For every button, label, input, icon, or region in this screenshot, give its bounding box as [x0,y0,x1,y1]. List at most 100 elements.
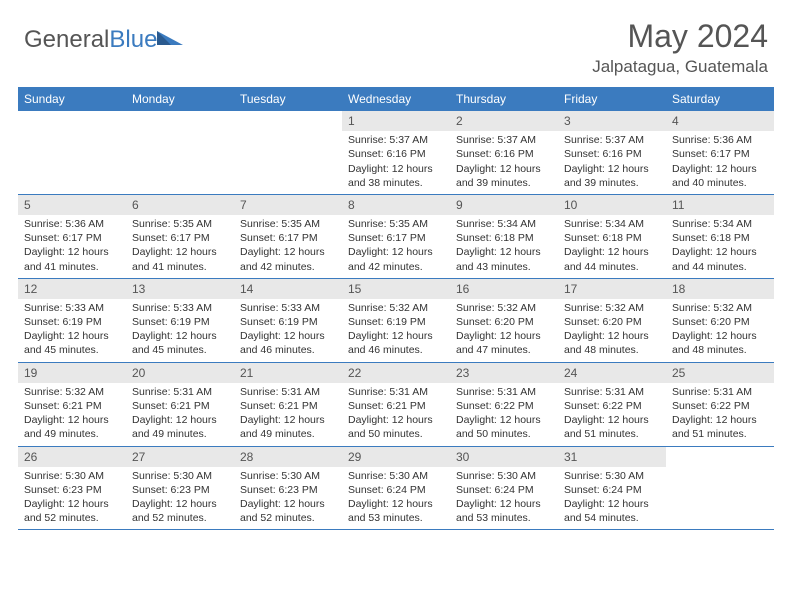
day-cell: 18Sunrise: 5:32 AMSunset: 6:20 PMDayligh… [666,279,774,362]
day-body: Sunrise: 5:37 AMSunset: 6:16 PMDaylight:… [558,131,666,194]
sunset-text: Sunset: 6:21 PM [348,399,446,413]
sunrise-text: Sunrise: 5:31 AM [564,385,662,399]
sunset-text: Sunset: 6:22 PM [564,399,662,413]
sunset-text: Sunset: 6:23 PM [240,483,338,497]
day-body: Sunrise: 5:37 AMSunset: 6:16 PMDaylight:… [450,131,558,194]
calendar: Sunday Monday Tuesday Wednesday Thursday… [18,87,774,530]
day-cell: 30Sunrise: 5:30 AMSunset: 6:24 PMDayligh… [450,447,558,530]
day-body: Sunrise: 5:32 AMSunset: 6:20 PMDaylight:… [450,299,558,362]
day-body: Sunrise: 5:31 AMSunset: 6:21 PMDaylight:… [234,383,342,446]
day-body: Sunrise: 5:30 AMSunset: 6:24 PMDaylight:… [450,467,558,530]
daylight-text: Daylight: 12 hours and 49 minutes. [24,413,122,441]
sunset-text: Sunset: 6:19 PM [24,315,122,329]
sunset-text: Sunset: 6:17 PM [240,231,338,245]
day-number: 1 [342,111,450,131]
day-body: Sunrise: 5:36 AMSunset: 6:17 PMDaylight:… [18,215,126,278]
day-cell: 22Sunrise: 5:31 AMSunset: 6:21 PMDayligh… [342,363,450,446]
weekday-header: Thursday [450,87,558,111]
sunrise-text: Sunrise: 5:31 AM [348,385,446,399]
sunset-text: Sunset: 6:24 PM [348,483,446,497]
daylight-text: Daylight: 12 hours and 41 minutes. [24,245,122,273]
daylight-text: Daylight: 12 hours and 44 minutes. [564,245,662,273]
sunset-text: Sunset: 6:18 PM [672,231,770,245]
weekday-header: Friday [558,87,666,111]
sunset-text: Sunset: 6:21 PM [132,399,230,413]
daylight-text: Daylight: 12 hours and 52 minutes. [24,497,122,525]
daylight-text: Daylight: 12 hours and 43 minutes. [456,245,554,273]
day-number: 5 [18,195,126,215]
day-body: Sunrise: 5:35 AMSunset: 6:17 PMDaylight:… [234,215,342,278]
week-row: 1Sunrise: 5:37 AMSunset: 6:16 PMDaylight… [18,111,774,195]
day-body: Sunrise: 5:37 AMSunset: 6:16 PMDaylight:… [342,131,450,194]
sunrise-text: Sunrise: 5:32 AM [456,301,554,315]
day-number: 22 [342,363,450,383]
daylight-text: Daylight: 12 hours and 54 minutes. [564,497,662,525]
sunset-text: Sunset: 6:20 PM [456,315,554,329]
day-number: 31 [558,447,666,467]
daylight-text: Daylight: 12 hours and 39 minutes. [564,162,662,190]
day-cell: 27Sunrise: 5:30 AMSunset: 6:23 PMDayligh… [126,447,234,530]
page-title: May 2024 [592,18,768,55]
sunset-text: Sunset: 6:20 PM [672,315,770,329]
sunrise-text: Sunrise: 5:31 AM [240,385,338,399]
sunrise-text: Sunrise: 5:32 AM [564,301,662,315]
sunset-text: Sunset: 6:17 PM [24,231,122,245]
day-body: Sunrise: 5:34 AMSunset: 6:18 PMDaylight:… [666,215,774,278]
sunset-text: Sunset: 6:20 PM [564,315,662,329]
day-number: 10 [558,195,666,215]
day-cell: 23Sunrise: 5:31 AMSunset: 6:22 PMDayligh… [450,363,558,446]
day-cell: 6Sunrise: 5:35 AMSunset: 6:17 PMDaylight… [126,195,234,278]
day-body: Sunrise: 5:30 AMSunset: 6:23 PMDaylight:… [126,467,234,530]
day-cell [18,111,126,194]
daylight-text: Daylight: 12 hours and 40 minutes. [672,162,770,190]
day-number: 25 [666,363,774,383]
day-body: Sunrise: 5:31 AMSunset: 6:22 PMDaylight:… [666,383,774,446]
sunrise-text: Sunrise: 5:37 AM [564,133,662,147]
logo-text-blue: Blue [109,26,157,53]
day-number: 19 [18,363,126,383]
sunrise-text: Sunrise: 5:30 AM [24,469,122,483]
weekday-header: Sunday [18,87,126,111]
sunrise-text: Sunrise: 5:33 AM [240,301,338,315]
sunset-text: Sunset: 6:16 PM [564,147,662,161]
day-body: Sunrise: 5:33 AMSunset: 6:19 PMDaylight:… [126,299,234,362]
weekday-header-row: Sunday Monday Tuesday Wednesday Thursday… [18,87,774,111]
day-number: 30 [450,447,558,467]
daylight-text: Daylight: 12 hours and 46 minutes. [348,329,446,357]
day-body: Sunrise: 5:31 AMSunset: 6:22 PMDaylight:… [450,383,558,446]
daylight-text: Daylight: 12 hours and 51 minutes. [672,413,770,441]
day-cell: 11Sunrise: 5:34 AMSunset: 6:18 PMDayligh… [666,195,774,278]
sunset-text: Sunset: 6:23 PM [24,483,122,497]
day-body: Sunrise: 5:30 AMSunset: 6:23 PMDaylight:… [18,467,126,530]
day-body: Sunrise: 5:31 AMSunset: 6:22 PMDaylight:… [558,383,666,446]
logo-text: GeneralBlue [24,26,157,54]
sunrise-text: Sunrise: 5:37 AM [348,133,446,147]
day-cell: 14Sunrise: 5:33 AMSunset: 6:19 PMDayligh… [234,279,342,362]
week-row: 5Sunrise: 5:36 AMSunset: 6:17 PMDaylight… [18,195,774,279]
day-cell: 25Sunrise: 5:31 AMSunset: 6:22 PMDayligh… [666,363,774,446]
day-body: Sunrise: 5:35 AMSunset: 6:17 PMDaylight:… [126,215,234,278]
day-cell: 29Sunrise: 5:30 AMSunset: 6:24 PMDayligh… [342,447,450,530]
sunset-text: Sunset: 6:19 PM [132,315,230,329]
sunrise-text: Sunrise: 5:31 AM [672,385,770,399]
daylight-text: Daylight: 12 hours and 49 minutes. [240,413,338,441]
sunrise-text: Sunrise: 5:37 AM [456,133,554,147]
day-number: 7 [234,195,342,215]
day-number: 16 [450,279,558,299]
day-number: 4 [666,111,774,131]
daylight-text: Daylight: 12 hours and 52 minutes. [132,497,230,525]
sunrise-text: Sunrise: 5:30 AM [564,469,662,483]
sunrise-text: Sunrise: 5:31 AM [132,385,230,399]
day-number: 15 [342,279,450,299]
daylight-text: Daylight: 12 hours and 42 minutes. [348,245,446,273]
day-cell: 10Sunrise: 5:34 AMSunset: 6:18 PMDayligh… [558,195,666,278]
sunset-text: Sunset: 6:17 PM [672,147,770,161]
day-body: Sunrise: 5:30 AMSunset: 6:24 PMDaylight:… [558,467,666,530]
daylight-text: Daylight: 12 hours and 45 minutes. [132,329,230,357]
day-cell: 1Sunrise: 5:37 AMSunset: 6:16 PMDaylight… [342,111,450,194]
day-cell: 20Sunrise: 5:31 AMSunset: 6:21 PMDayligh… [126,363,234,446]
day-body: Sunrise: 5:32 AMSunset: 6:21 PMDaylight:… [18,383,126,446]
day-cell: 24Sunrise: 5:31 AMSunset: 6:22 PMDayligh… [558,363,666,446]
day-cell: 26Sunrise: 5:30 AMSunset: 6:23 PMDayligh… [18,447,126,530]
day-body: Sunrise: 5:33 AMSunset: 6:19 PMDaylight:… [18,299,126,362]
